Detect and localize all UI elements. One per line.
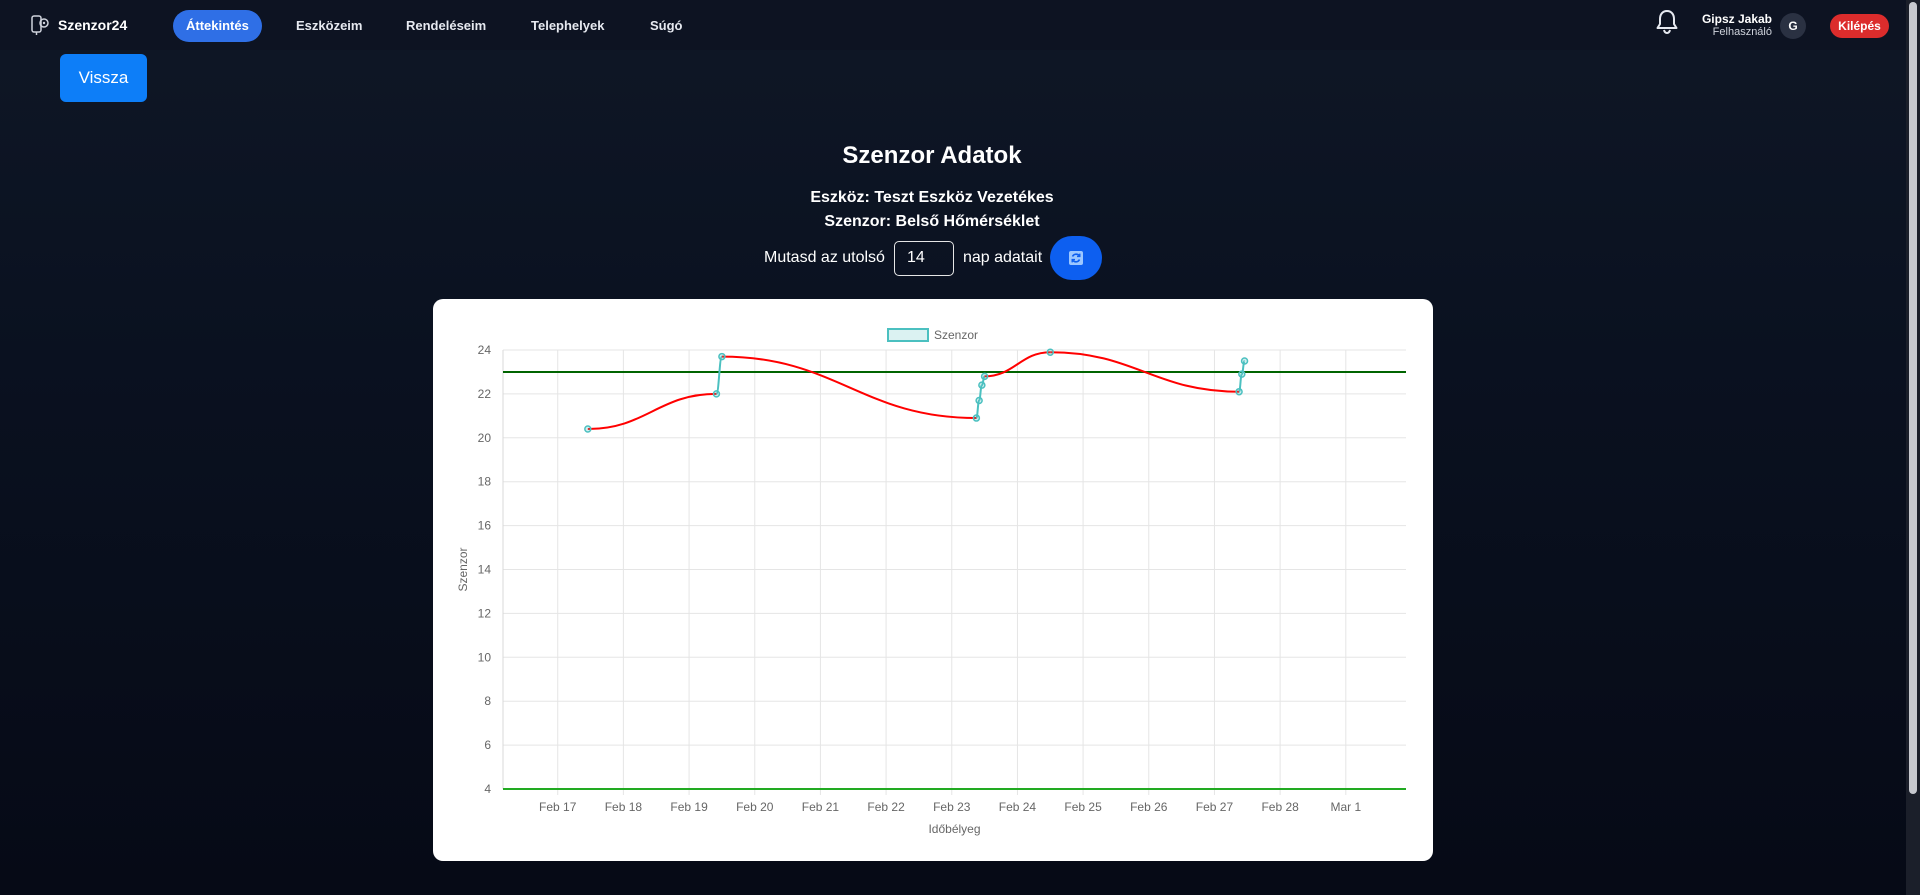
user-role: Felhasználó [1712, 26, 1772, 38]
data-point [1235, 387, 1243, 396]
series-segment [587, 392, 717, 431]
data-point [1046, 348, 1055, 356]
days-input[interactable] [893, 240, 954, 276]
bell-icon[interactable] [1655, 9, 1679, 35]
y-tick-label: 4 [484, 782, 491, 796]
y-tick-label: 24 [478, 343, 492, 357]
sensor-logo-icon [31, 15, 49, 35]
x-tick-label: Feb 21 [802, 800, 840, 814]
data-point [978, 381, 986, 389]
user-name: Gipsz Jakab [1701, 12, 1772, 26]
x-axis-title: Időbélyeg [928, 822, 980, 836]
data-point [712, 390, 721, 398]
x-tick-label: Feb 20 [736, 800, 774, 814]
x-tick-label: Feb 17 [539, 800, 577, 814]
series-segment [1050, 351, 1240, 393]
x-tick-label: Feb 19 [670, 800, 708, 814]
y-tick-label: 20 [478, 431, 492, 445]
x-tick-label: Feb 28 [1261, 800, 1299, 814]
x-tick-label: Feb 27 [1196, 800, 1234, 814]
y-tick-label: 8 [484, 694, 491, 708]
y-tick-label: 16 [478, 519, 492, 533]
chart-card: 4 6 8 10 12 14 16 18 20 22 24 Feb 17 Feb 18 Feb 19 Feb… [433, 299, 1433, 861]
x-tick-label: Feb 25 [1064, 800, 1102, 814]
nav-item-attekintes[interactable]: Áttekintés [173, 10, 262, 42]
page-title: Szenzor Adatok [842, 142, 1022, 169]
data-point [584, 425, 592, 433]
top-navbar: Szenzor24 Áttekintés Eszközeim Rendelése… [0, 0, 1906, 50]
series-segment [984, 351, 1051, 378]
y-tick-label: 6 [484, 738, 491, 752]
device-line: Eszköz: Teszt Eszköz Vezetékes [810, 189, 1054, 206]
x-tick-label: Feb 24 [999, 800, 1037, 814]
data-point [1240, 357, 1249, 365]
x-tick-label: Feb 26 [1130, 800, 1168, 814]
y-tick-label: 18 [478, 475, 492, 489]
logout-button[interactable]: Kilépés [1830, 14, 1889, 38]
y-tick-label: 12 [478, 606, 492, 620]
x-tick-label: Feb 18 [605, 800, 643, 814]
y-tick-label: 14 [478, 563, 492, 577]
avatar[interactable]: G [1780, 13, 1806, 39]
nav-item-telephelyek[interactable]: Telephelyek [531, 18, 605, 33]
legend-swatch [887, 328, 929, 342]
x-tick-label: Feb 22 [867, 800, 905, 814]
filter-prefix: Mutasd az utolsó [764, 249, 885, 266]
x-tick-label: Mar 1 [1330, 800, 1361, 814]
y-axis-title: Szenzor [456, 547, 470, 591]
x-tick-label: Feb 23 [933, 800, 971, 814]
series-segment [978, 384, 983, 402]
data-point [975, 396, 983, 405]
y-tick-label: 22 [478, 387, 492, 401]
refresh-icon [1069, 251, 1084, 265]
series-segment [1238, 373, 1243, 393]
scrollbar-thumb[interactable] [1909, 2, 1917, 794]
nav-item-rendeleseim[interactable]: Rendeléseim [406, 18, 487, 33]
brand-name: Szenzor24 [58, 17, 128, 33]
data-point [972, 414, 981, 422]
days-filter: Mutasd az utolsó nap adatait [764, 236, 1103, 280]
y-tick-label: 10 [478, 650, 492, 664]
refresh-button[interactable] [1050, 236, 1103, 280]
nav-item-sugo[interactable]: Súgó [650, 18, 683, 33]
back-button[interactable]: Vissza [60, 54, 147, 102]
user-info: Gipsz Jakab Felhasználó [1700, 12, 1772, 39]
nav-item-eszkozeim[interactable]: Eszközeim [296, 18, 363, 33]
series-segment [721, 355, 977, 420]
data-point [718, 352, 726, 361]
scrollbar[interactable] [1906, 0, 1920, 895]
series-segment [715, 355, 723, 395]
data-point [980, 372, 989, 381]
legend-label: Szenzor [934, 328, 978, 342]
sensor-chart: 4 6 8 10 12 14 16 18 20 22 24 Feb 17 Feb 18 Feb 19 Feb… [456, 328, 1406, 836]
brand[interactable]: Szenzor24 [30, 14, 127, 36]
filter-suffix: nap adatait [962, 249, 1043, 266]
series-segment [980, 375, 986, 387]
sensor-line: Szenzor: Belső Hőmérséklet [824, 213, 1040, 230]
data-point [1238, 370, 1246, 378]
series-segment [975, 399, 981, 420]
series-segment [1240, 359, 1246, 376]
